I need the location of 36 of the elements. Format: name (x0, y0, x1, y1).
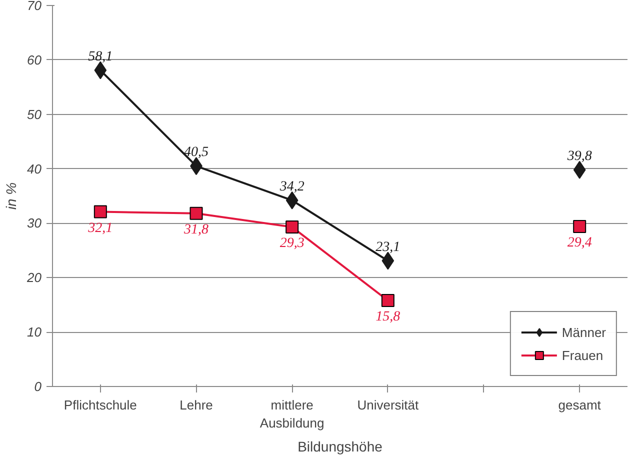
data-label: 58,1 (88, 49, 113, 64)
legend-label: Männer (562, 324, 606, 340)
point (573, 160, 586, 179)
point (381, 294, 394, 308)
point (94, 205, 107, 218)
y-tick-label: 0 (34, 379, 42, 394)
data-label: 31,8 (183, 222, 208, 238)
y-axis-title: in % (3, 182, 20, 210)
y-tick-label: 50 (27, 106, 42, 122)
point (286, 220, 299, 234)
x-tick-label: Universität (357, 398, 420, 412)
data-label: 15,8 (376, 310, 400, 325)
data-label: 32,1 (87, 220, 113, 236)
y-tick-label: 10 (27, 324, 42, 340)
x-tick-label: mittlere Ausbildung (260, 398, 324, 430)
x-tick-label: gesamt (558, 398, 602, 412)
data-label: 23,1 (376, 240, 400, 255)
point (94, 61, 107, 80)
data-label: 29,3 (280, 236, 304, 252)
y-tick-label: 20 (26, 270, 42, 286)
y-tick-label: 60 (27, 52, 42, 68)
point (573, 220, 586, 233)
point (382, 252, 394, 270)
point (190, 206, 203, 220)
data-label: 34,2 (278, 179, 304, 194)
x-tick-label: Pflichtschule (64, 398, 137, 412)
y-tick-label: 40 (27, 161, 42, 176)
point (286, 191, 298, 210)
x-axis-title: Bildungshöhe (298, 438, 383, 454)
data-label: 29,4 (567, 235, 592, 250)
y-tick-label: 30 (27, 216, 42, 231)
legend-label: Frauen (562, 348, 604, 362)
y-tick-label: 70 (27, 0, 42, 13)
x-tick-label: Lehre (180, 398, 213, 412)
data-label: 39,8 (566, 148, 592, 164)
data-label: 40,5 (184, 145, 208, 160)
